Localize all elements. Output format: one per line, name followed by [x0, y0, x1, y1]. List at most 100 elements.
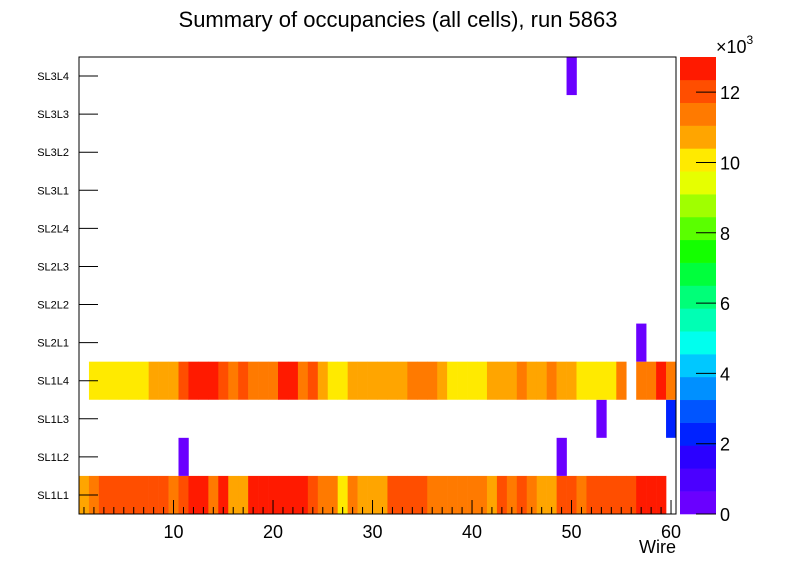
- heatmap-cell-SL1L4-wire-7: [138, 361, 149, 400]
- y-tick-label-SL2L2: SL2L2: [37, 300, 69, 312]
- heatmap-cell-SL1L4-wire-11: [178, 361, 189, 400]
- z-tick-label-2: 2: [720, 435, 730, 455]
- color-scale-band-18: [680, 79, 716, 103]
- heatmap-cell-SL1L4-wire-35: [417, 361, 428, 400]
- plot-frame: [78, 56, 677, 515]
- heatmap-cell-SL1L4-wire-49: [556, 361, 567, 400]
- heatmap-cell-SL1L4-wire-26: [327, 361, 338, 400]
- z-tick-label-8: 8: [720, 224, 730, 244]
- heatmap-cell-SL1L4-wire-41: [477, 361, 488, 400]
- heatmap-cell-SL1L1-wire-57: [636, 475, 647, 514]
- x-tick-label-20: 20: [263, 522, 283, 542]
- color-scale-band-13: [680, 194, 716, 218]
- heatmap-cell-SL1L1-wire-55: [616, 475, 627, 514]
- heatmap-cell-SL1L4-wire-46: [526, 361, 537, 400]
- heatmap-cell-SL1L4-wire-19: [258, 361, 269, 400]
- heatmap-cell-SL1L1-wire-18: [248, 475, 259, 514]
- heatmap-cell-SL1L1-wire-41: [477, 475, 488, 514]
- heatmap-cell-SL1L1-wire-48: [546, 475, 557, 514]
- heatmap-cell-SL1L4-wire-51: [576, 361, 587, 400]
- color-scale-multiplier: ×103: [716, 33, 754, 57]
- color-scale-band-16: [680, 125, 716, 149]
- color-scale-band-12: [680, 216, 716, 241]
- heatmap-cell-SL1L4-wire-23: [297, 361, 309, 400]
- heatmap-cell-SL1L1-wire-27: [337, 475, 348, 514]
- heatmap-cell-SL1L4-wire-3: [98, 361, 110, 400]
- heatmap-cell-SL1L4-wire-12: [188, 361, 199, 400]
- heatmap-cell-SL1L1-wire-35: [417, 475, 428, 514]
- color-scale-band-9: [680, 285, 716, 309]
- heatmap-cell-SL1L1-wire-5: [118, 475, 130, 514]
- y-tick-label-SL3L1: SL3L1: [37, 185, 69, 197]
- heatmap-cell-SL1L4-wire-36: [427, 361, 438, 400]
- chart-title: Summary of occupancies (all cells), run …: [179, 7, 618, 32]
- heatmap-cell-SL1L1-wire-54: [606, 475, 617, 514]
- heatmap-cell-SL1L4-wire-44: [506, 361, 518, 400]
- color-scale-band-3: [680, 422, 716, 446]
- heatmap-cell-SL1L1-wire-46: [526, 475, 537, 514]
- heatmap-cell-SL1L1-wire-9: [158, 475, 169, 514]
- color-scale-band-5: [680, 376, 716, 401]
- heatmap-cell-SL1L4-wire-58: [646, 361, 657, 400]
- heatmap-cell-SL1L1-wire-39: [457, 475, 468, 514]
- heatmap-cell-SL3L4-wire-50: [566, 57, 577, 96]
- heatmap-cell-SL1L1-wire-4: [108, 475, 120, 514]
- x-tick-label-60: 60: [661, 522, 681, 542]
- heatmap-cell-SL1L4-wire-4: [108, 361, 120, 400]
- y-tick-label-SL3L3: SL3L3: [37, 109, 69, 121]
- heatmap-cell-SL1L4-wire-59: [656, 361, 667, 400]
- color-scale-band-10: [680, 262, 716, 286]
- color-scale-band-6: [680, 354, 716, 378]
- y-tick-label-SL3L2: SL3L2: [37, 147, 69, 159]
- z-tick-label-4: 4: [720, 364, 730, 384]
- heatmap-cell-SL1L1-wire-59: [656, 475, 667, 514]
- x-tick-label-40: 40: [462, 522, 482, 542]
- heatmap-cell-SL1L1-wire-20: [268, 475, 279, 514]
- heatmap-cell-SL1L4-wire-47: [536, 361, 547, 400]
- heatmap-cell-SL1L1-wire-25: [317, 475, 329, 514]
- heatmap-cell-SL1L1-wire-53: [596, 475, 607, 514]
- heatmap-cell-SL1L1-wire-29: [357, 475, 368, 514]
- heatmap-cell-SL1L4-wire-55: [616, 361, 627, 400]
- heatmap-cell-SL1L4-wire-24: [307, 361, 319, 400]
- y-tick-label-SL3L4: SL3L4: [37, 71, 69, 83]
- heatmap-cell-SL1L1-wire-33: [397, 475, 408, 514]
- color-scale-band-19: [680, 57, 716, 81]
- heatmap-cell-SL1L1-wire-42: [486, 475, 498, 514]
- color-scale-band-8: [680, 308, 716, 332]
- y-tick-label-SL1L2: SL1L2: [37, 452, 69, 464]
- heatmap-cell-SL2L1-wire-57: [636, 323, 647, 362]
- heatmap-cell-SL1L2-wire-49: [556, 437, 567, 476]
- heatmap-cell-SL1L1-wire-28: [347, 475, 358, 514]
- z-tick-label-12: 12: [720, 83, 740, 103]
- heatmap-cell-SL1L1-wire-24: [307, 475, 319, 514]
- color-scale-band-4: [680, 399, 716, 423]
- heatmap-cell-SL1L1-wire-19: [258, 475, 269, 514]
- heatmap-cell-SL1L1-wire-16: [228, 475, 239, 514]
- heatmap-cell-SL1L4-wire-31: [377, 361, 388, 400]
- heatmap-cell-SL1L4-wire-37: [437, 361, 448, 400]
- heatmap-cell-SL1L3-wire-53: [596, 399, 607, 438]
- color-scale-band-14: [680, 171, 716, 195]
- heatmap-cell-SL1L4-wire-38: [447, 361, 458, 400]
- color-scale-band-0: [680, 491, 716, 515]
- heatmap-cell-SL1L1-wire-26: [327, 475, 338, 514]
- heatmap-cell-SL1L4-wire-42: [486, 361, 498, 400]
- heatmap-cell-SL1L4-wire-10: [168, 361, 179, 400]
- heatmap-cell-SL1L1-wire-50: [566, 475, 577, 514]
- heatmap-cell-SL1L1-wire-56: [626, 475, 637, 514]
- heatmap-cell-SL1L1-wire-15: [218, 475, 229, 514]
- heatmap-cell-SL1L4-wire-33: [397, 361, 408, 400]
- color-scale-band-11: [680, 239, 716, 263]
- heatmap-cell-SL1L4-wire-25: [317, 361, 329, 400]
- y-axis: SL1L1 SL1L2 SL1L3 SL1L4 SL2L1 SL2L2 SL2L3 SL2L4…: [37, 71, 98, 502]
- heatmap-cell-SL1L4-wire-53: [596, 361, 607, 400]
- heatmap-cell-SL1L4-wire-21: [278, 361, 289, 400]
- y-tick-label-SL2L4: SL2L4: [37, 223, 69, 235]
- color-scale-band-2: [680, 445, 716, 469]
- heatmap-cell-SL1L1-wire-7: [138, 475, 149, 514]
- heatmap-cell-SL1L1-wire-11: [178, 475, 189, 514]
- x-tick-label-30: 30: [363, 522, 383, 542]
- heatmap-cell-SL1L1-wire-30: [367, 475, 378, 514]
